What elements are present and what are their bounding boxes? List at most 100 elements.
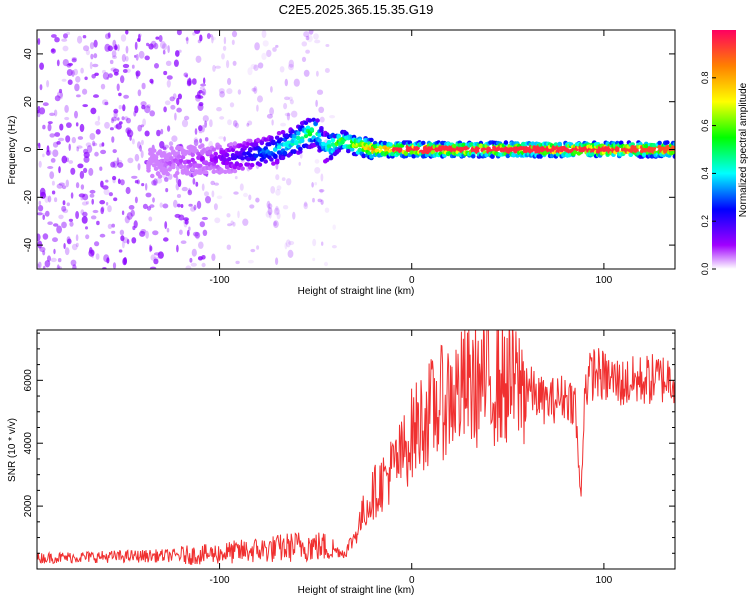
heatmap-ridge-cell (211, 147, 217, 152)
heatmap-ridge-cell (349, 147, 355, 152)
heatmap-noise-cell (275, 189, 281, 196)
heatmap-noise-cell (65, 157, 69, 162)
heatmap-noise-cell (155, 36, 160, 40)
heatmap-noise-cell (56, 225, 62, 234)
heatmap-noise-cell (42, 233, 49, 240)
heatmap-ridge-cell (234, 162, 240, 167)
snr-plot-area (37, 330, 675, 569)
heatmap-noise-cell (320, 199, 324, 205)
heatmap-noise-cell (120, 34, 127, 42)
heatmap-noise-cell (162, 43, 168, 51)
heatmap-noise-cell (218, 136, 224, 140)
heatmap-noise-cell (311, 182, 314, 188)
heatmap-noise-cell (204, 120, 208, 128)
heatmap-ridge-cell (190, 166, 195, 172)
heatmap-noise-cell (162, 49, 166, 55)
heatmap-ridge-cell (392, 147, 397, 152)
heatmap-noise-cell (61, 185, 67, 190)
heatmap-noise-cell (185, 74, 189, 78)
heatmap-ridge-cell (397, 147, 403, 152)
heatmap-noise-cell (89, 42, 95, 50)
heatmap-noise-cell (118, 92, 122, 97)
heatmap-noise-cell (202, 115, 209, 122)
heatmap-noise-cell (226, 213, 231, 218)
heatmap-ridge-cell (255, 137, 261, 143)
colorbar-label: Normalized spectral amplitude (738, 82, 749, 217)
heatmap-noise-cell (111, 118, 114, 124)
heatmap-noise-cell (112, 178, 116, 184)
heatmap-noise-cell (39, 246, 46, 253)
heatmap-noise-cell (226, 60, 230, 69)
heatmap-noise-cell (42, 214, 45, 220)
heatmap-noise-cell (121, 210, 125, 216)
heatmap-noise-cell (107, 32, 111, 38)
heatmap-noise-cell (323, 261, 329, 267)
heatmap-ridge-cell (157, 150, 163, 155)
heatmap-ridge-cell (615, 146, 620, 151)
heatmap-noise-cell (114, 44, 118, 51)
heatmap-noise-cell (61, 221, 67, 229)
heatmap-ticks: -100 0 100 -40 -20 0 20 40 (23, 30, 675, 286)
heatmap-noise-cell (58, 214, 64, 220)
heatmap-ridge-cell (290, 138, 295, 144)
heatmap-noise-cell (265, 211, 271, 218)
heatmap-noise-cell (268, 212, 272, 219)
heatmap-noise-cell (141, 183, 145, 187)
heatmap-noise-cell (167, 125, 171, 132)
heatmap-noise-cell (91, 74, 96, 79)
heatmap-noise-cell (284, 242, 288, 250)
heatmap-noise-cell (54, 95, 61, 102)
heatmap-noise-cell (144, 130, 150, 137)
heatmap-noise-cell (177, 179, 182, 187)
heatmap-noise-cell (303, 31, 310, 38)
heatmap-noise-cell (68, 160, 74, 164)
heatmap-ridge-cell (344, 131, 349, 136)
heatmap-ridge-cell (238, 143, 243, 148)
heatmap-noise-cell (88, 167, 94, 176)
heatmap-noise-cell (38, 205, 44, 212)
heatmap-noise-cell (272, 47, 277, 52)
heatmap-noise-cell (321, 241, 324, 246)
heatmap-ridge-cell (240, 166, 245, 171)
heatmap-noise-cell (288, 59, 294, 68)
heatmap-noise-cell (82, 35, 87, 39)
heatmap-noise-cell (275, 257, 279, 266)
heatmap-noise-cell (131, 138, 135, 145)
heatmap-noise-cell (305, 35, 310, 41)
heatmap-ridge-cell (278, 137, 284, 142)
heatmap-noise-cell (134, 41, 138, 50)
heatmap-noise-cell (301, 41, 308, 47)
heatmap-noise-cell (261, 52, 267, 61)
heatmap-ridge-cell (190, 152, 195, 157)
heatmap-noise-cell (50, 257, 57, 263)
heatmap-noise-cell (66, 202, 71, 207)
heatmap-noise-cell (318, 106, 325, 114)
heatmap-noise-cell (247, 259, 254, 264)
heatmap-noise-cell (135, 70, 141, 77)
heatmap-ridge-cell (369, 137, 374, 143)
heatmap-noise-cell (82, 104, 88, 108)
heatmap-noise-cell (170, 104, 176, 110)
heatmap-noise-cell (218, 88, 225, 94)
heatmap-noise-cell (61, 205, 67, 212)
heatmap-ridge-cell (232, 141, 238, 146)
heatmap-noise-cell (199, 221, 205, 228)
heatmap-noise-cell (275, 205, 279, 211)
heatmap-ridge-cell (299, 138, 305, 143)
heatmap-noise-cell (65, 179, 70, 188)
heatmap-noise-cell (165, 188, 169, 193)
heatmap-ridge-cell (224, 165, 230, 170)
heatmap-ridge-cell (421, 140, 426, 146)
heatmap-noise-cell (233, 120, 238, 127)
heatmap-noise-cell (303, 202, 309, 210)
heatmap-ridge-cell (511, 152, 516, 157)
heatmap-noise-cell (146, 42, 150, 47)
heatmap-ridge-cell (590, 152, 595, 157)
heatmap-noise-cell (131, 237, 137, 244)
heatmap-ridge-cell (175, 170, 180, 176)
heatmap-noise-cell (146, 206, 152, 211)
heatmap-ridge-cell (555, 152, 561, 157)
heatmap-noise-cell (177, 93, 182, 100)
heatmap-noise-cell (174, 213, 181, 218)
heatmap-noise-cell (127, 157, 134, 164)
